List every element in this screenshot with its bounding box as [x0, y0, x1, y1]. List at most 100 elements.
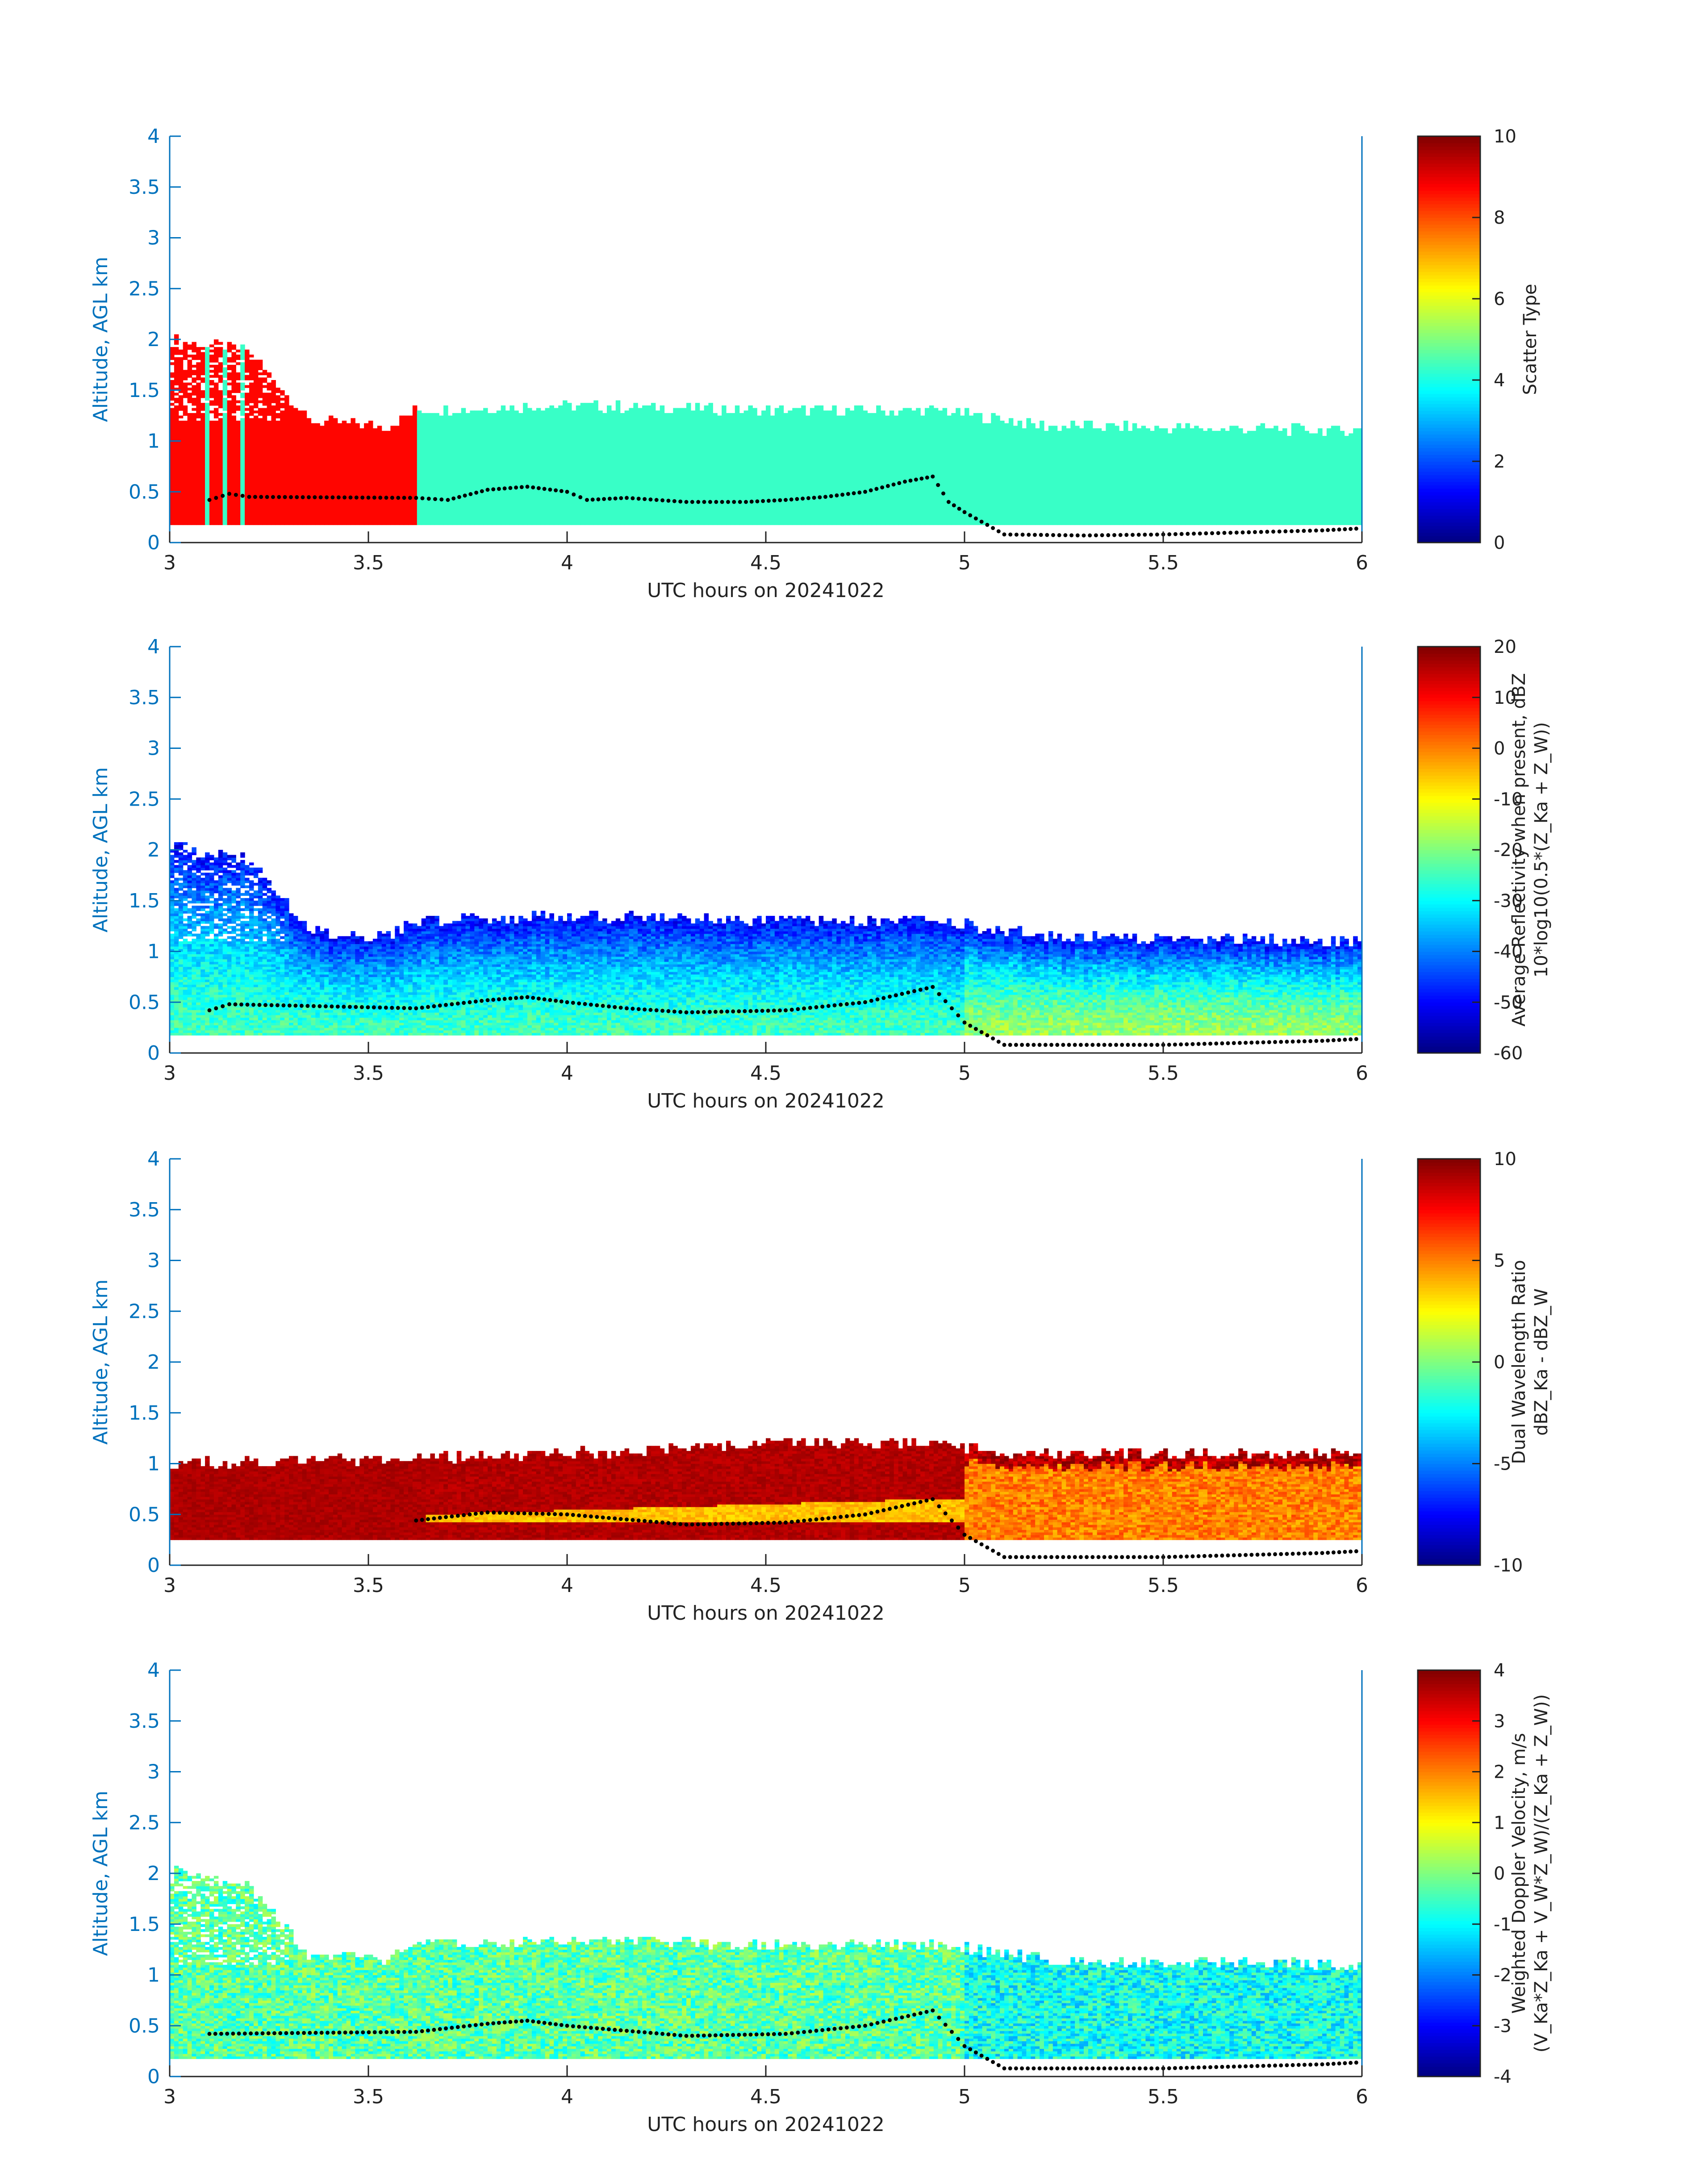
heatmap-cell	[227, 466, 232, 469]
heatmap-cell	[523, 405, 528, 409]
heatmap-cell	[461, 502, 466, 505]
heatmap-cell	[540, 410, 546, 414]
heatmap-cell	[280, 441, 285, 444]
heatmap-cell	[178, 405, 184, 409]
heatmap-cell	[531, 448, 537, 451]
heatmap-cell	[187, 481, 192, 485]
heatmap-cell	[200, 451, 205, 454]
heatmap-cell	[209, 364, 214, 368]
heatmap-cell	[262, 489, 267, 492]
heatmap-cell	[333, 461, 338, 464]
heatmap-cell	[355, 466, 360, 469]
heatmap-cell	[271, 504, 276, 507]
heatmap-cell	[289, 486, 294, 490]
heatmap-cell	[267, 372, 272, 376]
heatmap-cell	[461, 443, 466, 447]
heatmap-cell	[284, 446, 289, 449]
heatmap-cell	[342, 486, 347, 490]
heatmap-cell	[329, 464, 334, 467]
heatmap-cell	[602, 492, 607, 495]
heatmap-cell	[227, 486, 232, 490]
heatmap-cell	[479, 456, 484, 459]
heatmap-cell	[426, 423, 431, 426]
heatmap-cell	[417, 438, 422, 442]
heatmap-cell	[297, 484, 303, 487]
heatmap-cell	[505, 522, 510, 525]
heatmap-cell	[611, 418, 616, 421]
heatmap-cell	[324, 421, 329, 424]
heatmap-cell	[271, 486, 276, 490]
heatmap-cell	[523, 451, 528, 454]
heatmap-cell	[465, 421, 471, 424]
heatmap-cell	[271, 430, 276, 434]
heatmap-cell	[271, 514, 276, 518]
heatmap-cell	[320, 479, 325, 482]
heatmap-cell	[395, 471, 400, 475]
heatmap-cell	[523, 436, 528, 439]
heatmap-cell	[514, 499, 519, 502]
heatmap-cell	[245, 492, 250, 495]
heatmap-cell	[540, 522, 546, 525]
heatmap-cell	[262, 474, 267, 477]
heatmap-cell	[589, 466, 594, 469]
heatmap-cell	[545, 504, 550, 507]
heatmap-cell	[492, 471, 497, 475]
heatmap-cell	[496, 438, 501, 442]
heatmap-cell	[488, 517, 493, 520]
heatmap-cell	[276, 479, 280, 482]
heatmap-cell	[174, 382, 179, 385]
heatmap-cell	[280, 415, 285, 418]
heatmap-cell	[540, 504, 546, 507]
heatmap-cell	[527, 517, 532, 520]
heatmap-cell	[492, 433, 497, 436]
heatmap-cell	[474, 510, 479, 513]
heatmap-cell	[567, 451, 572, 454]
heatmap-cell	[488, 459, 493, 462]
heatmap-cell	[209, 448, 214, 451]
heatmap-cell	[607, 471, 612, 475]
heatmap-cell	[607, 481, 612, 485]
heatmap-cell	[540, 428, 546, 431]
heatmap-cell	[571, 489, 576, 492]
heatmap-cell	[297, 522, 303, 525]
heatmap-cell	[329, 430, 334, 434]
heatmap-cell	[368, 469, 373, 472]
heatmap-cell	[527, 469, 532, 472]
heatmap-cell	[262, 423, 267, 426]
heatmap-cell	[297, 410, 303, 414]
heatmap-cell	[465, 438, 471, 442]
heatmap-cell	[571, 433, 576, 436]
heatmap-cell	[509, 481, 514, 485]
heatmap-cell	[227, 474, 232, 477]
heatmap-cell	[276, 507, 280, 510]
heatmap-cell	[465, 471, 471, 475]
heatmap-cell	[589, 479, 594, 482]
heatmap-cell	[240, 441, 245, 444]
heatmap-cell	[580, 403, 585, 406]
heatmap-cell	[448, 510, 453, 513]
heatmap-cell	[589, 428, 594, 431]
heatmap-cell	[174, 423, 179, 426]
heatmap-cell	[253, 400, 259, 403]
heatmap-cell	[598, 456, 603, 459]
heatmap-cell	[602, 494, 607, 497]
heatmap-cell	[536, 461, 541, 464]
heatmap-cell	[320, 428, 325, 431]
heatmap-cell	[620, 499, 625, 502]
heatmap-cell	[421, 456, 426, 459]
heatmap-cell	[249, 494, 254, 497]
heatmap-cell	[372, 430, 378, 434]
heatmap-cell	[253, 395, 259, 398]
heatmap-cell	[355, 471, 360, 475]
heatmap-cell	[249, 456, 254, 459]
heatmap-cell	[417, 504, 422, 507]
heatmap-cell	[505, 451, 510, 454]
heatmap-cell	[222, 514, 228, 518]
heatmap-cell	[563, 453, 568, 457]
heatmap-cell	[492, 512, 497, 515]
heatmap-cell	[306, 436, 312, 439]
heatmap-cell	[554, 494, 559, 497]
heatmap-cell	[187, 423, 192, 426]
heatmap-cell	[399, 453, 404, 457]
heatmap-cell	[399, 456, 404, 459]
